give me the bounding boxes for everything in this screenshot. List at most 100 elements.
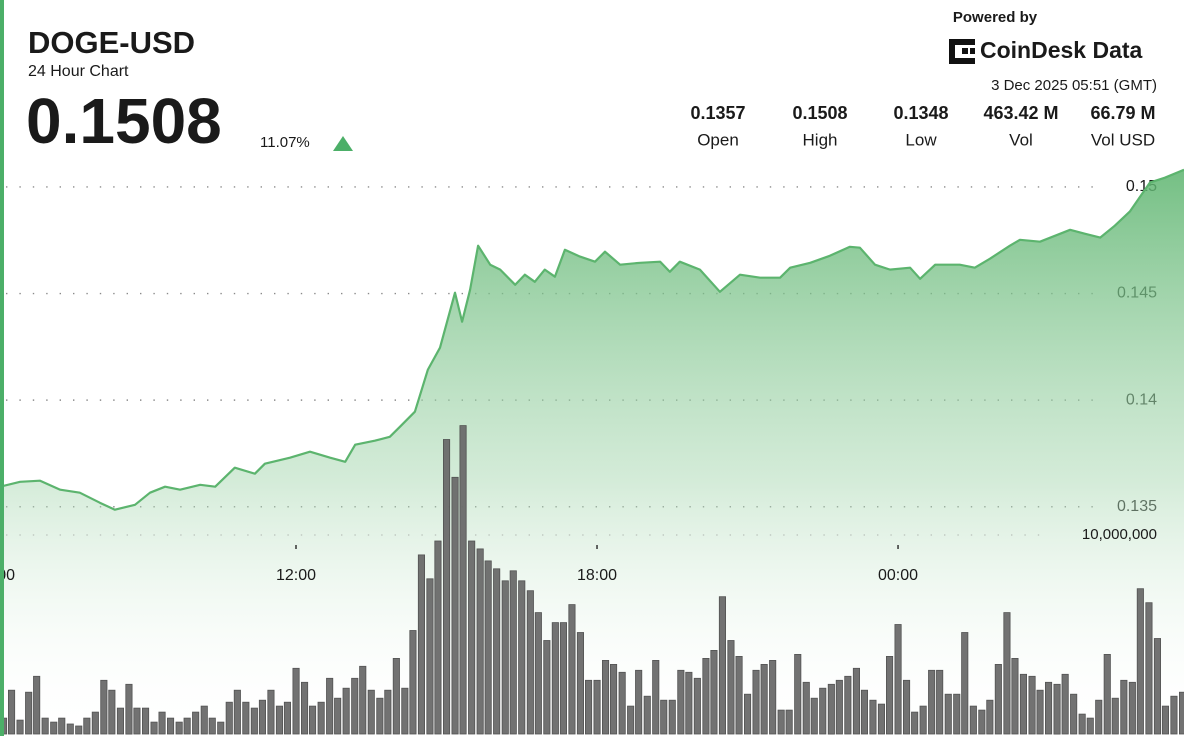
volume-bar [91, 711, 99, 735]
volume-bar [1078, 713, 1086, 735]
volume-bar [183, 717, 191, 735]
volume-bar [334, 697, 342, 735]
stat-label: High [803, 130, 838, 149]
volume-bar [760, 664, 768, 735]
volume-bar [936, 669, 944, 735]
stat-label: Low [905, 130, 937, 149]
timestamp: 3 Dec 2025 05:51 (GMT) [991, 77, 1157, 94]
volume-bar [133, 707, 141, 735]
volume-bar [1111, 697, 1119, 735]
volume-bar [1136, 588, 1144, 735]
volume-bar [1120, 679, 1128, 735]
volume-bar [593, 679, 601, 735]
volume-bar [1019, 673, 1027, 735]
volume-bar [835, 679, 843, 735]
volume-bar [827, 683, 835, 735]
volume-bar [534, 612, 542, 735]
volume-bar [618, 671, 626, 735]
volume-bar [434, 540, 442, 735]
volume-bar [200, 705, 208, 735]
volume-bar [953, 693, 961, 735]
volume-bar [25, 691, 33, 735]
volume-bar [509, 570, 517, 735]
volume-bar [568, 604, 576, 735]
volume-bar [75, 725, 83, 735]
volume-bar [484, 560, 492, 735]
subtitle: 24 Hour Chart [28, 63, 129, 80]
volume-bar [693, 677, 701, 735]
stat-value: 0.1348 [893, 103, 948, 123]
volume-bar [1045, 681, 1053, 735]
stat-value: 66.79 M [1090, 103, 1155, 123]
volume-bar [869, 699, 877, 735]
volume-bar [635, 669, 643, 735]
volume-bar [794, 654, 802, 735]
volume-bar [978, 709, 986, 735]
volume-bar [233, 689, 241, 735]
volume-bar [1095, 699, 1103, 735]
volume-bar [585, 679, 593, 735]
volume-bar [1086, 717, 1094, 735]
symbol: DOGE-USD [28, 25, 195, 60]
volume-bar [1003, 612, 1011, 735]
change: 11.07% [260, 134, 310, 151]
volume-bar [903, 679, 911, 735]
volume-bar [518, 580, 526, 735]
volume-bar [359, 665, 367, 735]
volume-bar [602, 660, 610, 735]
volume-bar [208, 717, 216, 735]
brand: CoinDesk Data [980, 37, 1143, 63]
volume-bar [744, 693, 752, 735]
volume-bar [451, 476, 459, 735]
volume-bar [267, 689, 275, 735]
volume-bar [677, 669, 685, 735]
volume-bar [1170, 695, 1178, 735]
volume-bar [351, 677, 359, 735]
volume-bar [777, 709, 785, 735]
stat-value: 463.42 M [983, 103, 1058, 123]
volume-bar [242, 701, 250, 735]
volume-bar [1036, 689, 1044, 735]
volume-bar [283, 701, 291, 735]
volume-bar [961, 632, 969, 735]
volume-bar [258, 699, 266, 735]
volume-bar [108, 689, 116, 735]
volume-bar [250, 707, 258, 735]
volume-bar [969, 705, 977, 735]
volume-bar [308, 705, 317, 735]
volume-bar [735, 656, 743, 735]
volume-bar [702, 658, 710, 735]
volume-bar [376, 697, 384, 735]
volume-bar [526, 590, 534, 735]
volume-bar [326, 677, 334, 735]
volume-bar [217, 721, 225, 735]
y2-tick-label: 10,000,000 [1082, 526, 1157, 543]
volume-bar [1145, 602, 1153, 735]
volume-bar [58, 717, 66, 735]
volume-bar [1011, 658, 1019, 735]
volume-bar [409, 630, 417, 735]
volume-bar [300, 681, 309, 735]
volume-bar [292, 667, 300, 735]
volume-bar [141, 707, 150, 735]
volume-bar [392, 658, 400, 735]
volume-bar [928, 669, 936, 735]
volume-bar [468, 540, 476, 735]
x-tick-label: 12:00 [276, 567, 316, 584]
volume-bar [785, 709, 793, 735]
volume-bar [275, 705, 283, 735]
volume-bar [50, 721, 58, 735]
brand-logo [949, 39, 975, 64]
volume-bar [919, 705, 927, 735]
volume-bar [417, 554, 425, 735]
volume-bar [802, 681, 810, 735]
volume-bar [33, 675, 41, 735]
volume-bar [668, 699, 676, 735]
volume-bar [426, 578, 434, 735]
volume-bar [769, 660, 777, 735]
volume-bar [551, 622, 559, 735]
volume-bar [7, 689, 16, 735]
volume-bar [1070, 693, 1078, 735]
volume-bar [1103, 654, 1111, 735]
